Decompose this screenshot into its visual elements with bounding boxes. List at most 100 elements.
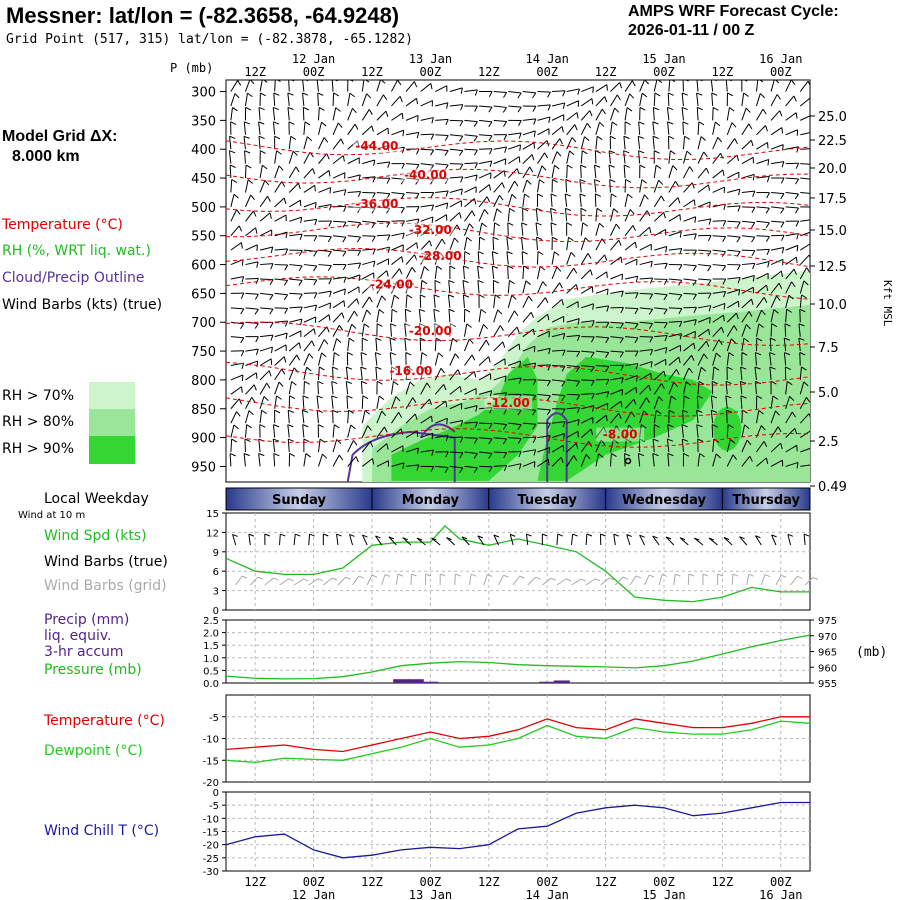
grid-wind-barb xyxy=(775,575,782,586)
wind-barb-flag xyxy=(785,366,791,370)
wind-barb-flag xyxy=(678,264,683,271)
wind-barb-staff xyxy=(639,292,653,295)
wind-barb-flag xyxy=(327,236,332,243)
wind-barb-staff xyxy=(245,307,259,310)
wind-barb-flag xyxy=(703,353,708,359)
wind-barb-flag xyxy=(244,150,251,154)
wind-barb-staff xyxy=(317,439,321,453)
wind-barb-flag xyxy=(314,219,318,226)
wind-barb-staff xyxy=(741,93,745,107)
surface-wind-barb-flag xyxy=(586,533,593,537)
wind-barb-flag xyxy=(781,235,785,241)
wind-barb-flag xyxy=(618,413,622,419)
wind-barb-flag xyxy=(329,290,332,297)
wind-barb-flag xyxy=(653,150,660,154)
grid-wind-barb xyxy=(600,577,610,586)
wind-barb-staff xyxy=(493,105,507,108)
grid-wind-barb-flag xyxy=(288,578,294,582)
wind-barb-staff xyxy=(230,398,240,410)
wind-barb-staff xyxy=(551,102,565,107)
wind-barb-flag xyxy=(778,282,783,289)
pressure-ytick-label: 970 xyxy=(818,632,837,643)
wind-barb-staff xyxy=(391,244,404,251)
wind-barb-staff xyxy=(347,410,350,424)
wind-barb-flag xyxy=(579,179,586,183)
wind-barb-flag xyxy=(606,391,610,398)
wind-barb-flag xyxy=(348,337,355,342)
wind-barb-flag xyxy=(781,247,785,254)
wind-barb-staff xyxy=(448,309,451,323)
wind-barb-staff xyxy=(625,292,639,294)
wind-barb-staff xyxy=(361,323,365,337)
wind-barb-flag xyxy=(371,125,374,132)
wind-barb-flag xyxy=(503,408,508,415)
wind-barb-flag xyxy=(260,150,266,154)
wind-barb-flag xyxy=(604,254,608,261)
wind-barb-staff xyxy=(652,453,655,467)
wind-barb-staff xyxy=(799,352,801,366)
wind-barb-staff xyxy=(697,184,709,193)
wind-barb-staff xyxy=(800,447,810,453)
wind-barb-flag xyxy=(618,239,622,246)
bottom-hour-label: 12Z xyxy=(361,875,383,889)
wind-barb-staff xyxy=(785,244,798,251)
wind-barb-flag xyxy=(619,323,624,329)
wind-barb-staff xyxy=(696,92,699,107)
wind-barb-staff xyxy=(668,278,682,281)
grid-wind-barb-flag xyxy=(425,573,431,577)
wind-barb-staff xyxy=(303,453,307,467)
wind-barb-staff xyxy=(434,400,447,410)
wind-barb-flag xyxy=(463,265,470,269)
wind-barb-staff xyxy=(799,267,808,280)
wind-barb-flag xyxy=(679,321,683,328)
wind-barb-flag xyxy=(727,424,734,429)
wind-barb-flag xyxy=(620,365,624,371)
wind-barb-flag xyxy=(337,122,343,128)
wind-barb-staff xyxy=(551,151,558,164)
wind-barb-staff xyxy=(449,385,461,395)
wind-barb-flag xyxy=(736,264,741,271)
panel-ytick-label: 9 xyxy=(213,548,219,559)
wind-barb-flag xyxy=(255,348,259,355)
wind-barb-flag xyxy=(240,350,245,357)
wind-barb-staff xyxy=(463,237,468,251)
wind-barb-flag xyxy=(269,322,274,329)
grid-wind-barb-flag xyxy=(812,576,819,580)
grid-wind-barb-flag xyxy=(702,573,709,577)
wind-barb-staff xyxy=(522,118,536,121)
wind-barb-flag xyxy=(609,150,615,154)
wind-barb-staff xyxy=(799,294,803,308)
wind-barb-flag xyxy=(794,428,798,435)
wind-barb-flag xyxy=(744,424,750,430)
wind-barb-staff xyxy=(522,179,528,193)
wind-barb-staff xyxy=(580,428,592,438)
wind-barb-staff xyxy=(683,330,696,338)
wind-barb-flag xyxy=(599,121,605,127)
top-hour-label: 00Z xyxy=(653,65,675,79)
wind-barb-staff xyxy=(478,209,485,222)
wind-barb-staff xyxy=(639,397,647,410)
wind-barb-staff xyxy=(624,424,630,438)
wind-barb-staff xyxy=(449,323,451,337)
wind-barb-flag xyxy=(698,380,705,385)
wind-barb-staff xyxy=(464,465,478,469)
wind-barb-flag xyxy=(681,424,688,428)
wind-barb-flag xyxy=(663,294,668,301)
wind-barb-staff xyxy=(785,233,799,237)
wind-barb-flag xyxy=(794,193,799,200)
wind-barb-flag xyxy=(575,443,579,450)
wind-barb-staff xyxy=(332,352,335,366)
wind-barb-staff xyxy=(478,373,491,381)
wind-barb-flag xyxy=(268,370,272,377)
wind-barb-staff xyxy=(522,193,525,207)
wind-barb-flag xyxy=(577,419,580,426)
panel-ytick-label: 2.5 xyxy=(203,616,219,627)
wind-barb-flag xyxy=(449,265,456,270)
wind-barb-staff xyxy=(478,324,484,337)
wind-barb-flag xyxy=(772,395,779,400)
wind-barb-staff xyxy=(712,220,726,222)
legend-wind-chill: Wind Chill T (°C) xyxy=(44,823,160,839)
legend-temperature-2m: Temperature (°C) xyxy=(44,713,165,729)
wind-barb-flag xyxy=(585,454,591,460)
